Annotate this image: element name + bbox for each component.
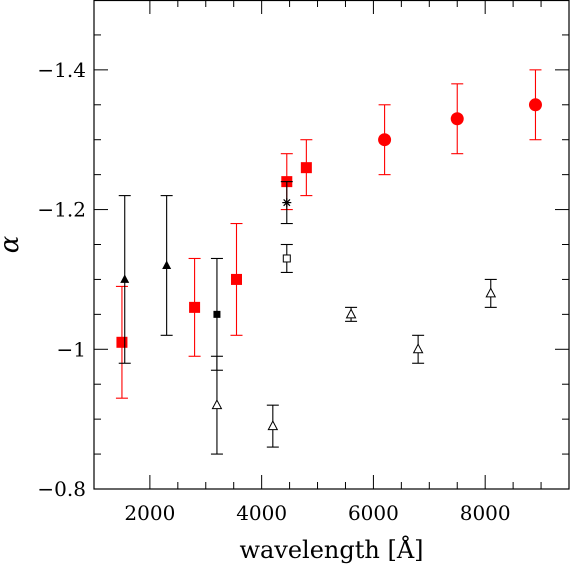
plot-frame: [93, 0, 570, 490]
data-point-filled-triangle: [162, 260, 172, 269]
data-point-red-circle: [450, 112, 464, 126]
data-point-filled-square: [213, 310, 221, 318]
ticks-group: 2000 4000 6000 8000 −0.8 −1 −1.2 −1.4: [37, 0, 569, 525]
data-point-open-triangle: [211, 399, 223, 410]
data-point-open-triangle: [267, 420, 279, 431]
x-tick-label: 6000: [348, 501, 399, 525]
data-point-filled-triangle: [120, 274, 130, 283]
y-axis-title: α: [0, 235, 25, 253]
data-point-red-circle: [378, 133, 392, 147]
data-group: [115, 69, 542, 455]
data-point-red-square: [231, 273, 242, 285]
x-tick-label: 8000: [460, 501, 511, 525]
y-tick-label: −1: [57, 337, 86, 361]
plot-frame-group: [93, 0, 570, 490]
data-point-open-triangle: [412, 343, 424, 354]
y-tick-label: −0.8: [37, 477, 86, 501]
x-tick-label: 4000: [236, 501, 287, 525]
data-point-red-square: [189, 301, 201, 313]
y-tick-label: −1.4: [37, 58, 86, 82]
y-tick-label: −1.2: [37, 198, 86, 222]
data-point-open-square: [282, 254, 291, 263]
data-point-asterisk: [282, 198, 292, 208]
asterisk-stroke: [283, 198, 291, 207]
data-point-red-square: [116, 336, 128, 348]
data-point-open-triangle: [345, 308, 357, 319]
x-tick-label: 2000: [124, 501, 175, 525]
data-point-red-square: [300, 162, 312, 174]
data-point-open-triangle: [485, 287, 497, 298]
x-axis-title: wavelength [Å]: [239, 535, 423, 564]
data-point-red-circle: [528, 98, 542, 112]
